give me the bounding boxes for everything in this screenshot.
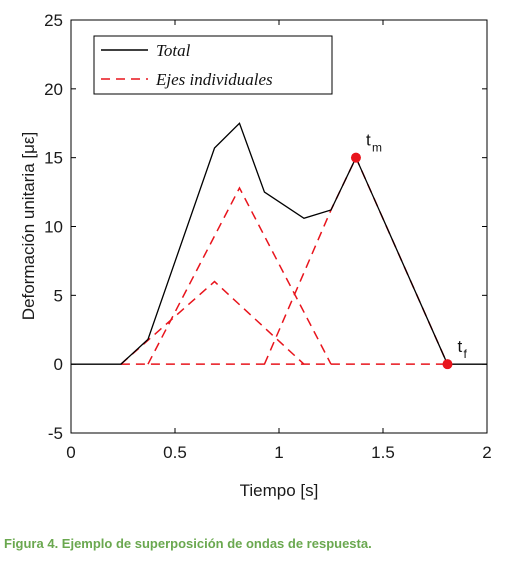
x-tick-label: 2 (482, 443, 491, 462)
series-individual-line-1 (147, 186, 332, 365)
y-axis-label: Deformación unitaria [με] (19, 132, 38, 320)
y-tick-label: 0 (54, 355, 63, 374)
annotation-tm: t (366, 131, 371, 150)
x-axis-label: Tiempo [s] (240, 481, 319, 500)
y-tick-label: 15 (44, 149, 63, 168)
legend-box (93, 35, 333, 95)
annotation-tm-subscript: m (372, 141, 382, 155)
legend-label-individual: Ejes individuales (155, 70, 273, 89)
legend: Total Ejes individuales (93, 35, 333, 95)
data-layer: t mt f (71, 122, 487, 370)
y-tick-label: 5 (54, 286, 63, 305)
y-tick-label: 20 (44, 80, 63, 99)
x-tick-label: 0.5 (163, 443, 187, 462)
annotation-tf: t (457, 337, 462, 356)
series-individual-line-0 (120, 280, 305, 365)
marker-tm (350, 152, 361, 163)
x-tick-label: 0 (66, 443, 75, 462)
marker-tf (442, 359, 453, 370)
figure-caption: Figura 4. Ejemplo de superposición de on… (4, 536, 372, 551)
x-tick-label: 1.5 (371, 443, 395, 462)
series-total-line (71, 122, 487, 365)
y-tick-label: 10 (44, 218, 63, 237)
y-tick-label: 25 (44, 11, 63, 30)
y-tick-label: -5 (48, 424, 63, 443)
x-tick-label: 1 (274, 443, 283, 462)
annotation-tf-subscript: f (463, 347, 467, 361)
legend-label-total: Total (156, 41, 191, 60)
